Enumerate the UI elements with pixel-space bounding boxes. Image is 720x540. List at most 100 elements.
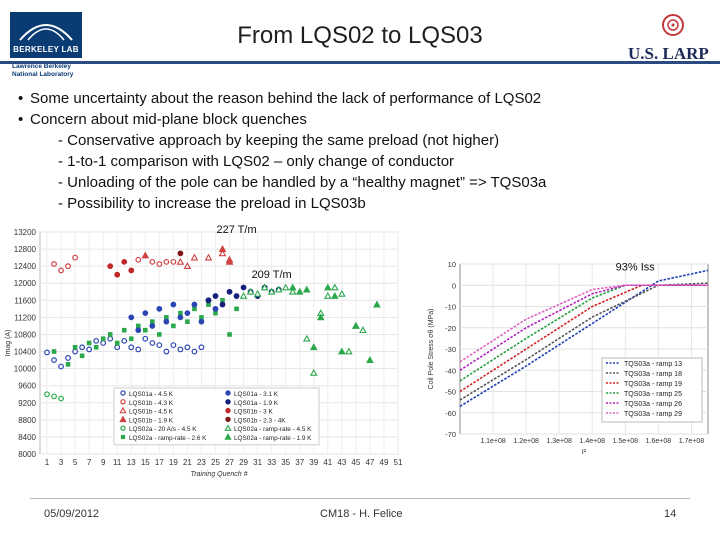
data-point xyxy=(156,342,163,349)
y-tick-label: 10000 xyxy=(14,365,37,374)
y-tick-label: 12400 xyxy=(14,262,37,271)
legend-label: LQS02a - 20 A/s - 4.5 K xyxy=(129,426,197,433)
data-point xyxy=(227,332,232,337)
data-point xyxy=(352,321,360,329)
x-tick-label: 1.2e+08 xyxy=(513,438,539,445)
x-tick-label: 1.3e+08 xyxy=(546,438,572,445)
data-point xyxy=(218,249,227,257)
data-point xyxy=(93,337,100,344)
data-point xyxy=(100,340,107,346)
y-tick-label: -60 xyxy=(445,409,456,418)
y-axis-label: Imag (A) xyxy=(5,330,12,357)
chart-annotation: 227 T/m xyxy=(216,224,256,236)
x-tick-label: 11 xyxy=(113,458,122,467)
y-tick-label: 9200 xyxy=(18,399,36,408)
data-point xyxy=(176,257,185,265)
y-axis-label: Coil Pole Stress σθ (MPa) xyxy=(428,309,435,390)
bullet-list: • Some uncertainty about the reason behin… xyxy=(18,88,546,214)
data-point xyxy=(219,301,226,308)
legend-label: LQS01a - 3.1 K xyxy=(234,391,279,398)
y-tick-label: 13200 xyxy=(14,228,37,237)
data-point xyxy=(86,346,93,353)
data-point xyxy=(114,271,121,278)
data-point xyxy=(183,262,192,270)
bullet-dot-icon: • xyxy=(18,111,24,128)
legend-box xyxy=(113,387,320,446)
x-tick-label: 1 xyxy=(45,458,50,467)
x-tick-label: 23 xyxy=(197,458,206,467)
x-tick-label: 45 xyxy=(351,458,360,467)
data-point xyxy=(190,253,199,261)
data-point xyxy=(142,327,148,333)
legend-box xyxy=(601,357,703,423)
legend-marker xyxy=(224,433,232,440)
data-point xyxy=(44,349,50,356)
data-point xyxy=(234,306,239,312)
data-point xyxy=(192,306,197,312)
bullet-item: • Some uncertainty about the reason behin… xyxy=(18,88,546,109)
data-point xyxy=(359,326,367,334)
x-tick-label: 5 xyxy=(73,458,78,467)
series-line xyxy=(459,269,709,408)
data-point xyxy=(185,319,190,324)
data-point xyxy=(135,327,142,334)
data-point xyxy=(150,319,155,324)
header-divider xyxy=(0,61,720,64)
data-point xyxy=(309,368,318,376)
legend-label: LQS02a - ramp-rate - 4.5 K xyxy=(234,426,312,433)
sub-bullet: - Unloading of the pole can be handled b… xyxy=(58,174,547,191)
data-point xyxy=(157,332,162,337)
data-point xyxy=(316,313,325,321)
data-point xyxy=(51,349,57,354)
data-point xyxy=(191,348,198,355)
y-tick-label: 8000 xyxy=(18,450,36,459)
x-axis-label: Training Quench # xyxy=(190,471,247,478)
x-tick-label: 49 xyxy=(380,458,389,467)
data-point xyxy=(51,357,57,363)
data-point xyxy=(373,300,381,308)
data-point xyxy=(171,323,176,329)
footer-presenter: CM18 - H. Felice xyxy=(320,508,403,520)
data-point xyxy=(51,393,57,400)
legend-label: LQS01a - 1.9 K xyxy=(234,400,279,407)
x-tick-label: 29 xyxy=(239,458,248,467)
y-tick-label: -70 xyxy=(445,430,456,439)
data-point xyxy=(184,344,191,351)
x-tick-label: 47 xyxy=(365,458,374,467)
data-point xyxy=(225,257,234,265)
x-tick-label: 21 xyxy=(183,458,192,467)
larp-logo-icon xyxy=(662,14,684,36)
legend-marker xyxy=(225,390,231,396)
sub-bullet: - Possibility to increase the preload in… xyxy=(58,195,366,212)
y-tick-label: 8400 xyxy=(18,433,36,442)
data-point xyxy=(100,336,106,342)
x-tick-label: 35 xyxy=(281,458,290,467)
x-tick-label: 3 xyxy=(59,458,64,467)
y-tick-label: 12800 xyxy=(14,245,37,254)
data-point xyxy=(128,336,134,342)
legend-label: LQS01b - 2.3 - 4K xyxy=(234,417,286,424)
data-point xyxy=(177,346,184,353)
data-point xyxy=(323,283,332,291)
larp-logo-text: U.S. LARP xyxy=(628,44,709,63)
data-point xyxy=(246,287,255,295)
data-point xyxy=(149,340,156,346)
x-tick-label: 9 xyxy=(101,458,106,467)
data-point xyxy=(330,283,339,291)
legend-label: LQS01a - 4.5 K xyxy=(129,391,174,398)
data-point xyxy=(302,285,311,293)
data-point xyxy=(121,337,128,344)
data-point xyxy=(58,395,64,402)
legend-label: LQS01b - 4.5 K xyxy=(129,409,174,416)
x-tick-label: 31 xyxy=(253,458,262,467)
data-point xyxy=(93,344,99,350)
data-point xyxy=(205,297,212,304)
y-tick-label: -10 xyxy=(445,303,456,312)
data-point xyxy=(345,347,353,355)
data-point xyxy=(366,356,374,363)
data-point xyxy=(149,258,156,265)
legend-marker xyxy=(119,406,127,414)
data-point xyxy=(58,267,64,274)
y-tick-label: 8800 xyxy=(18,416,36,425)
footer-date: 05/09/2012 xyxy=(44,508,100,520)
